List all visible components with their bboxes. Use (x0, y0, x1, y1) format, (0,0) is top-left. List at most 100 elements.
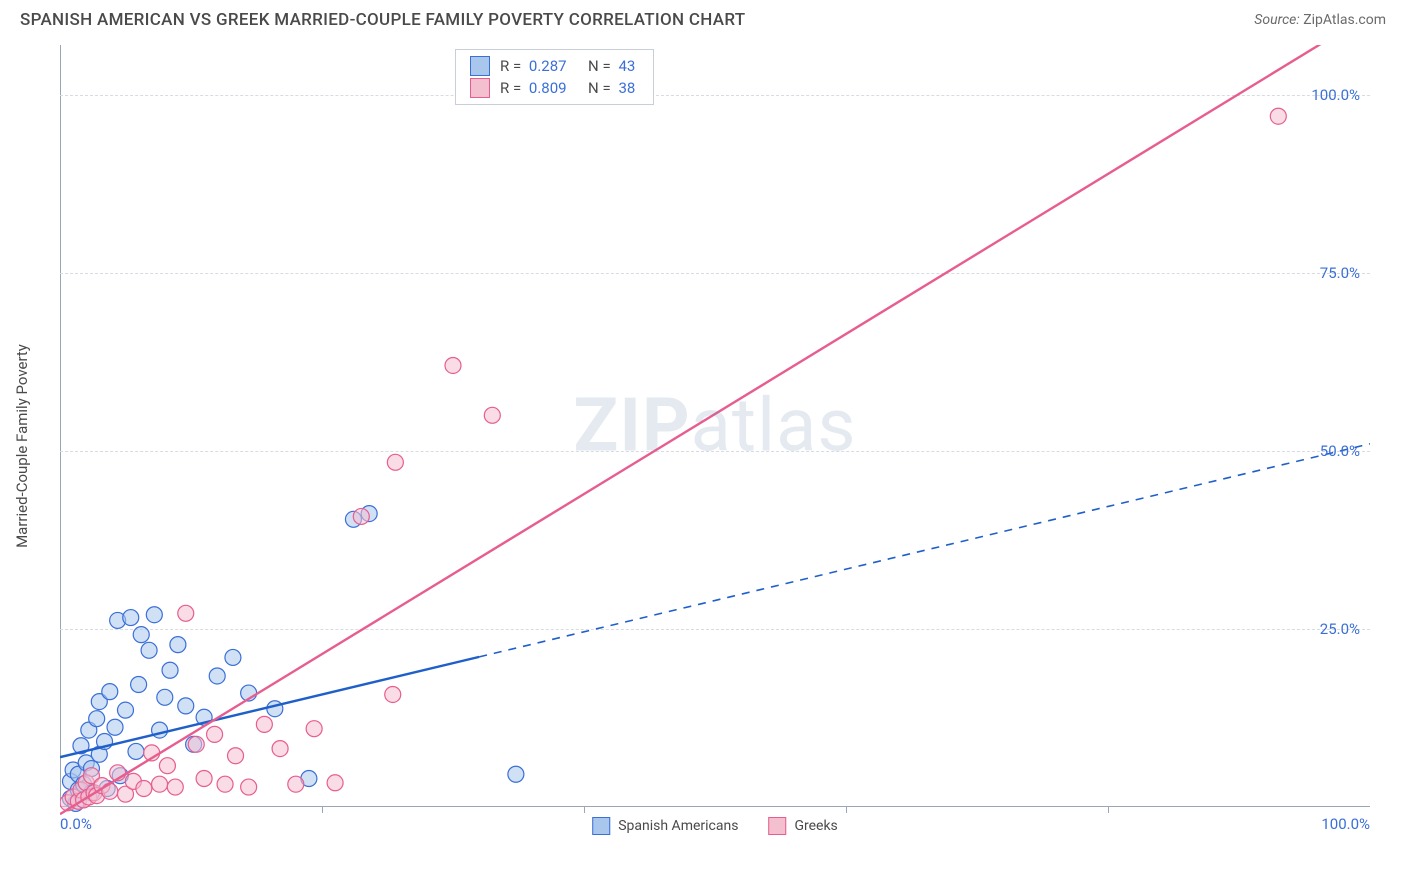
scatter-point (125, 773, 141, 789)
scatter-point (141, 642, 157, 658)
scatter-point (110, 765, 126, 781)
scatter-point (83, 785, 99, 801)
stats-n: N = 43 (581, 57, 640, 75)
correlation-stats-box: R = 0.287 N = 43R = 0.809 N = 38 (455, 49, 654, 105)
stats-swatch (470, 78, 490, 98)
scatter-point (146, 607, 162, 623)
scatter-point (345, 511, 361, 527)
scatter-point (228, 748, 244, 764)
scatter-point (97, 733, 113, 749)
scatter-point (209, 668, 225, 684)
legend-swatch (768, 817, 786, 835)
trend-line-solid (60, 657, 479, 757)
x-tick-mark (322, 807, 323, 813)
scatter-point (159, 758, 175, 774)
scatter-point (118, 786, 134, 802)
scatter-point (484, 407, 500, 423)
scatter-point (508, 766, 524, 782)
trend-line-dashed (479, 444, 1370, 657)
scatter-point (86, 785, 102, 801)
scatter-point (1270, 108, 1286, 124)
scatter-point (267, 701, 283, 717)
scatter-point (196, 709, 212, 725)
scatter-point (256, 716, 272, 732)
scatter-point (78, 755, 94, 771)
scatter-point (196, 771, 212, 787)
legend-item: Spanish Americans (592, 817, 738, 835)
scatter-point (65, 762, 81, 778)
scatter-point (68, 795, 84, 811)
scatter-point (91, 746, 107, 762)
legend-label: Greeks (794, 818, 837, 834)
scatter-point (178, 605, 194, 621)
scatter-point (81, 722, 97, 738)
scatter-point (107, 719, 123, 735)
scatter-point (128, 743, 144, 759)
scatter-point (385, 686, 401, 702)
scatter-point (60, 795, 76, 811)
scatter-point (112, 768, 128, 784)
x-tick-mark (584, 807, 585, 813)
scatter-point (188, 736, 204, 752)
source-attribution: Source: ZipAtlas.com (1254, 12, 1386, 28)
scatter-point (102, 684, 118, 700)
scatter-point (91, 694, 107, 710)
y-tick-label: 50.0% (1320, 442, 1360, 460)
grid-h (60, 451, 1370, 452)
source-label: Source: (1254, 12, 1299, 28)
source-value: ZipAtlas.com (1303, 12, 1386, 28)
scatter-point (62, 773, 78, 789)
scatter-point (102, 783, 118, 799)
stats-r: R = 0.809 (500, 79, 571, 97)
scatter-point (94, 778, 110, 794)
chart-title: SPANISH AMERICAN VS GREEK MARRIED-COUPLE… (20, 10, 745, 30)
watermark-rest: atlas (691, 382, 857, 469)
y-axis-line (60, 45, 61, 807)
scatter-point (306, 721, 322, 737)
stats-r: R = 0.287 (500, 57, 571, 75)
grid-h (60, 629, 1370, 630)
scatter-point (445, 357, 461, 373)
scatter-point (387, 454, 403, 470)
watermark-bold: ZIP (573, 382, 690, 469)
scatter-point (65, 789, 81, 805)
x-tick-label: 0.0% (60, 815, 92, 833)
scatter-point (241, 685, 257, 701)
scatter-point (170, 637, 186, 653)
chart-header: SPANISH AMERICAN VS GREEK MARRIED-COUPLE… (0, 0, 1406, 36)
legend-item: Greeks (768, 817, 837, 835)
scatter-point (207, 726, 223, 742)
scatter-point (110, 612, 126, 628)
scatter-point (353, 508, 369, 524)
stats-row: R = 0.809 N = 38 (470, 77, 639, 99)
scatter-point (83, 761, 99, 777)
scatter-point (62, 790, 78, 806)
scatter-point (123, 610, 139, 626)
trend-line (60, 45, 1331, 814)
x-tick-mark (1108, 807, 1109, 813)
x-axis-line (60, 806, 1370, 807)
scatter-point (152, 776, 168, 792)
scatter-point (81, 789, 97, 805)
legend-label: Spanish Americans (618, 818, 738, 834)
legend-swatch (592, 817, 610, 835)
chart-plot-area: ZIPatlas R = 0.287 N = 43R = 0.809 N = 3… (60, 45, 1370, 855)
scatter-point (136, 780, 152, 796)
scatter-point (217, 776, 233, 792)
scatter-point (83, 768, 99, 784)
scatter-point (89, 711, 105, 727)
scatter-point (70, 782, 86, 798)
grid-h (60, 273, 1370, 274)
scatter-point (89, 788, 105, 804)
x-tick-label: 100.0% (1321, 815, 1370, 833)
scatter-point (152, 722, 168, 738)
watermark: ZIPatlas (573, 382, 856, 469)
scatter-point (162, 662, 178, 678)
scatter-point (327, 775, 343, 791)
legend: Spanish Americans Greeks (592, 817, 838, 835)
y-tick-label: 25.0% (1320, 620, 1360, 638)
stats-row: R = 0.287 N = 43 (470, 55, 639, 77)
scatter-point (272, 741, 288, 757)
scatter-point (288, 776, 304, 792)
stats-n: N = 38 (581, 79, 640, 97)
